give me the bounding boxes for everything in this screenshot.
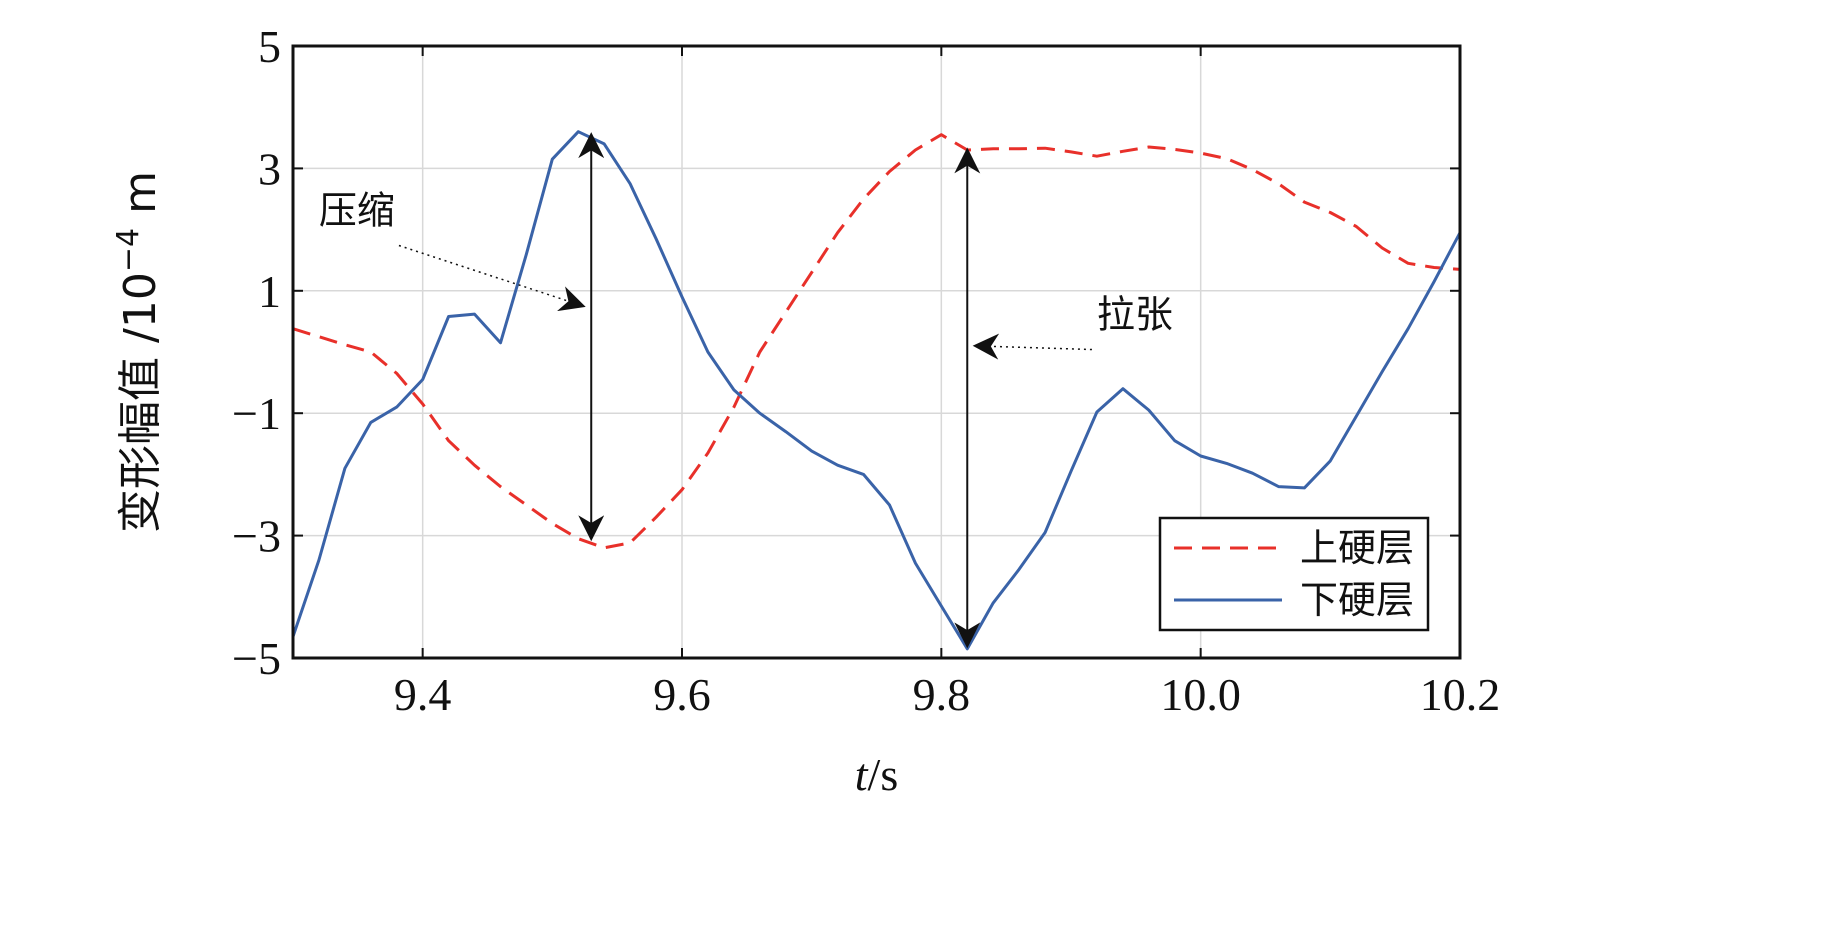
x-axis-title: t/s — [855, 749, 898, 800]
tick-labels: 9.4 9.6 9.8 10.0 10.2 5 3 1 −1 −3 −5 — [232, 21, 1500, 720]
y-tick-label-5: −5 — [232, 633, 281, 684]
y-tick-label-1: 3 — [258, 143, 281, 194]
y-tick-label-0: 5 — [258, 21, 281, 72]
annotation-pointer-tension — [972, 333, 1092, 360]
x-tick-label-2: 9.8 — [913, 669, 971, 720]
y-axis-title-unit: m — [115, 171, 166, 228]
legend-label-lower-layer: 下硬层 — [1300, 578, 1414, 622]
series-layer — [291, 130, 1462, 651]
x-tick-label-3: 10.0 — [1160, 669, 1241, 720]
series-line-lower-layer — [291, 130, 1462, 651]
series-line-upper-layer — [292, 133, 1461, 550]
y-axis-title-exponent: −4 — [111, 228, 146, 272]
y-tick-label-3: −1 — [232, 388, 281, 439]
x-axis-title-var: t — [855, 749, 869, 800]
y-axis-title-main: 变形幅值 /10 — [115, 272, 166, 533]
legend: 上硬层 下硬层 — [1158, 516, 1430, 632]
legend-box — [1158, 516, 1430, 632]
annotation-pointer-compression — [398, 244, 586, 312]
y-tick-label-2: 1 — [258, 266, 281, 317]
tick-marks — [293, 45, 1461, 659]
annotation-label-tension: 拉张 — [1097, 293, 1173, 337]
x-tick-label-4: 10.2 — [1420, 669, 1501, 720]
annotation-label-compression: 压缩 — [319, 188, 395, 232]
legend-label-upper-layer: 上硬层 — [1300, 526, 1414, 570]
x-axis-title-unit: /s — [868, 749, 899, 800]
y-tick-label-4: −3 — [232, 511, 281, 562]
plot-frame — [291, 44, 1462, 660]
x-tick-label-1: 9.6 — [653, 669, 711, 720]
y-axis-title: 变形幅值 /10−4 m — [111, 171, 167, 533]
x-tick-label-0: 9.4 — [394, 669, 452, 720]
